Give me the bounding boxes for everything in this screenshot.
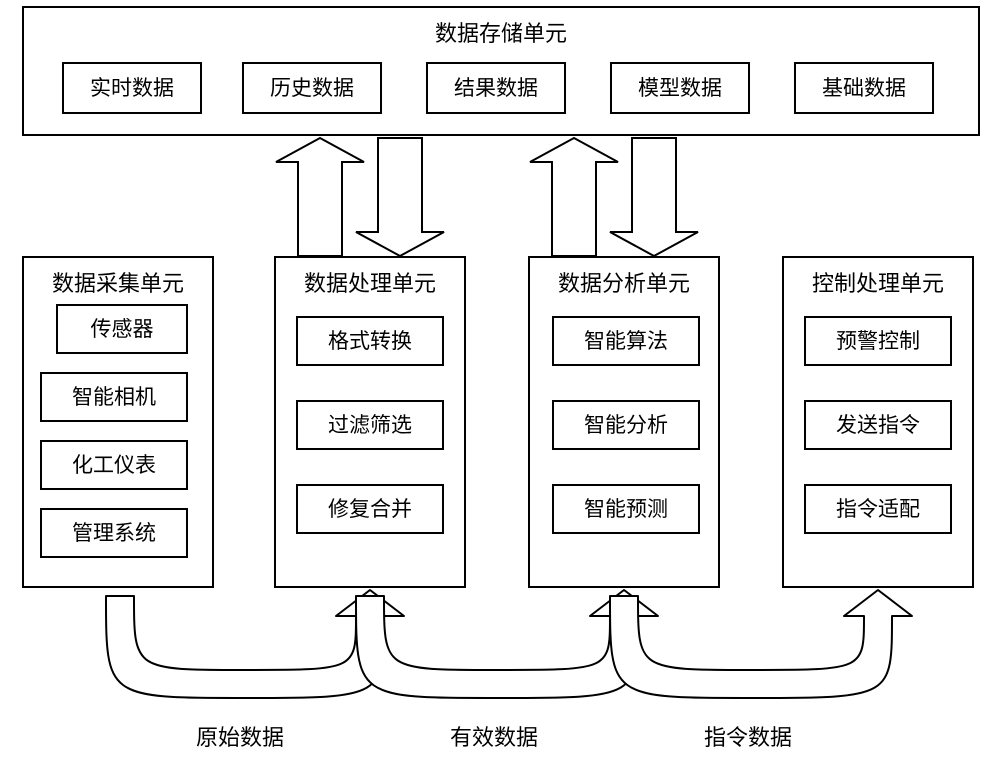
ctrl-item-1: 发送指令 bbox=[804, 400, 952, 450]
acq-title: 数据采集单元 bbox=[24, 258, 212, 302]
ctrl-item-2: 指令适配 bbox=[804, 484, 952, 534]
ctrl-item-0: 预警控制 bbox=[804, 316, 952, 366]
proc-item-2: 修复合并 bbox=[296, 484, 444, 534]
arrow-proc-down bbox=[356, 138, 444, 256]
arrow-ana-up bbox=[530, 138, 618, 256]
flow-label-cmd: 指令数据 bbox=[704, 720, 792, 752]
ana-title: 数据分析单元 bbox=[530, 258, 718, 302]
storage-item-0: 实时数据 bbox=[62, 62, 202, 114]
ana-item-2: 智能预测 bbox=[552, 484, 700, 534]
proc-item-1: 过滤筛选 bbox=[296, 400, 444, 450]
proc-title: 数据处理单元 bbox=[276, 258, 464, 302]
ana-item-1: 智能分析 bbox=[552, 400, 700, 450]
storage-item-4: 基础数据 bbox=[794, 62, 934, 114]
proc-item-0: 格式转换 bbox=[296, 316, 444, 366]
ctrl-title: 控制处理单元 bbox=[784, 258, 972, 302]
arrow-proc-up bbox=[276, 138, 364, 256]
storage-item-2: 结果数据 bbox=[426, 62, 566, 114]
acq-item-0: 传感器 bbox=[56, 304, 188, 354]
flow-label-eff: 有效数据 bbox=[450, 720, 538, 752]
storage-item-1: 历史数据 bbox=[242, 62, 382, 114]
acq-item-1: 智能相机 bbox=[40, 372, 188, 422]
flow-label-raw: 原始数据 bbox=[196, 720, 284, 752]
acq-item-2: 化工仪表 bbox=[40, 440, 188, 490]
storage-item-3: 模型数据 bbox=[610, 62, 750, 114]
ana-item-0: 智能算法 bbox=[552, 316, 700, 366]
arrow-ana-down bbox=[610, 138, 698, 256]
acq-item-3: 管理系统 bbox=[40, 508, 188, 558]
storage-title: 数据存储单元 bbox=[24, 8, 978, 52]
